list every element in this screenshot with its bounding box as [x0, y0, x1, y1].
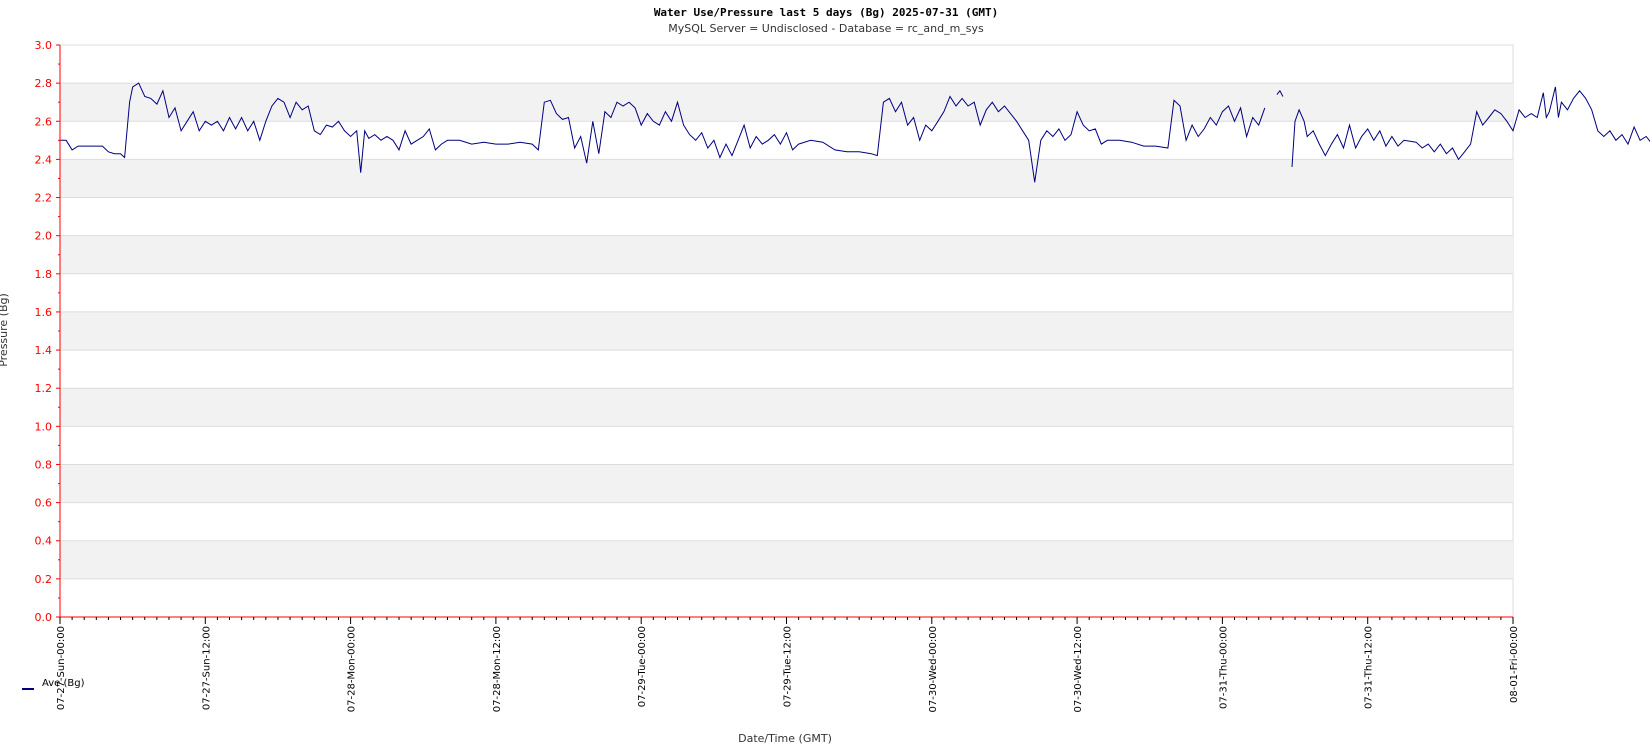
- y-tick-label: 0.8: [35, 458, 53, 471]
- x-tick-label: 07-31-Thu-12:00: [1364, 626, 1375, 709]
- x-tick-label: 07-28-Mon-00:00: [347, 626, 358, 712]
- y-tick-label: 1.0: [35, 420, 53, 433]
- grid-band: [60, 311, 1513, 351]
- y-tick-label: 1.8: [35, 268, 53, 281]
- grid-band: [60, 388, 1513, 427]
- y-tick-label: 0.0: [35, 611, 53, 624]
- series-line: [1291, 86, 1650, 168]
- x-tick-label: 07-30-Wed-00:00: [928, 626, 939, 713]
- y-axis-label: Pressure (Bg): [0, 293, 10, 367]
- series-line: [1276, 89, 1284, 97]
- chart-title: Water Use/Pressure last 5 days (Bg) 2025…: [654, 6, 998, 19]
- series-layer: [60, 82, 1650, 183]
- x-tick-label: 07-28-Mon-12:00: [492, 626, 503, 712]
- y-tick-label: 0.6: [35, 497, 53, 510]
- x-axis-label: Date/Time (GMT): [738, 732, 832, 745]
- y-tick-label: 1.4: [35, 344, 53, 357]
- y-tick-label: 1.2: [35, 382, 53, 395]
- grid-band: [60, 464, 1513, 503]
- grid-band: [60, 235, 1513, 274]
- y-tick-label: 2.4: [35, 153, 53, 166]
- x-tick-label: 07-29-Tue-00:00: [637, 626, 648, 707]
- y-tick-label: 2.2: [35, 192, 53, 205]
- x-tick-label: 07-31-Thu-00:00: [1218, 626, 1229, 709]
- x-axis-ticks: 07-27-Sun-00:00 07-27-Sun-12:00 07-28-Mon-…: [56, 617, 1520, 713]
- plot-bands: [59, 44, 1514, 618]
- grid-band: [60, 159, 1513, 198]
- x-tick-label: 07-27-Sun-00:00: [56, 626, 67, 710]
- chart-subtitle: MySQL Server = Undisclosed - Database = …: [668, 22, 984, 35]
- x-tick-label: 07-30-Wed-12:00: [1073, 626, 1084, 713]
- y-tick-label: 3.0: [35, 39, 53, 52]
- series-line: [60, 82, 1266, 183]
- y-tick-label: 2.6: [35, 115, 53, 128]
- legend-label: Ave (Bg): [42, 678, 85, 689]
- y-tick-label: 2.8: [35, 77, 53, 90]
- grid-band: [60, 83, 1513, 122]
- grid-band: [60, 540, 1513, 579]
- y-tick-label: 0.4: [35, 535, 53, 548]
- x-tick-label: 08-01-Fri-00:00: [1509, 626, 1520, 703]
- y-axis-ticks: 0.0 0.2 0.4 0.6 0.8 1.0 1.2 1.4 1.6 1.8 2.0 2.2 2.4 2…: [35, 39, 60, 624]
- y-tick-label: 2.0: [35, 230, 53, 243]
- y-tick-label: 1.6: [35, 306, 53, 319]
- x-tick-label: 07-27-Sun-12:00: [201, 626, 212, 710]
- legend: Ave (Bg): [22, 678, 85, 690]
- x-tick-label: 07-29-Tue-12:00: [783, 626, 794, 707]
- y-tick-label: 0.2: [35, 573, 53, 586]
